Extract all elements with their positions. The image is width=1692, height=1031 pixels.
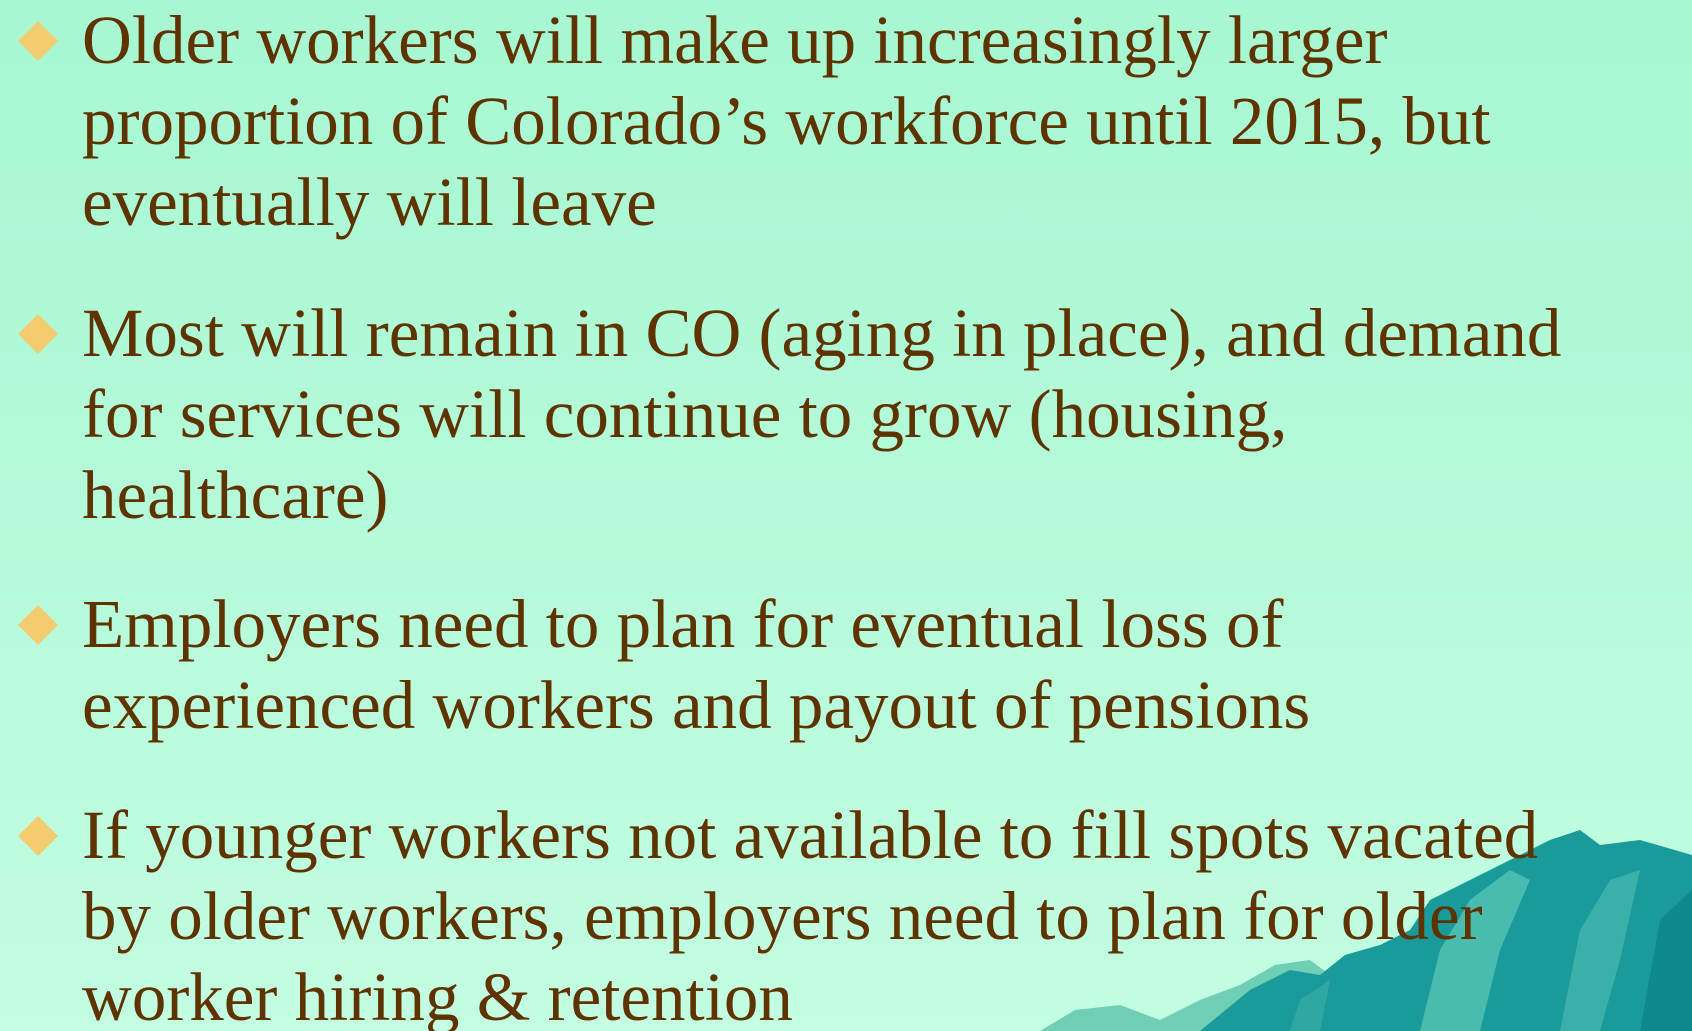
bullet-text-line: Most will remain in CO (aging in place),… (82, 295, 1561, 371)
bullet-text-line: Older workers will make up increasingly … (82, 2, 1387, 78)
slide: Older workers will make up increasingly … (0, 0, 1692, 1031)
bullet-text-line: eventually will leave (82, 164, 657, 240)
bullet-text-line: worker hiring & retention (82, 959, 793, 1031)
bullet-text-line: for services will continue to grow (hous… (82, 376, 1287, 452)
slide-page: Older workers will make up increasingly … (0, 0, 1692, 1031)
bullet-text-line: experienced workers and payout of pensio… (82, 667, 1310, 743)
bullet-text-line: proportion of Colorado’s workforce until… (82, 83, 1491, 159)
bullet-text-line: healthcare) (82, 457, 388, 533)
bullet-text-line: Employers need to plan for eventual loss… (82, 586, 1283, 662)
bullet-text-line: If younger workers not available to fill… (82, 797, 1538, 873)
bullet-text-line: by older workers, employers need to plan… (82, 878, 1483, 954)
